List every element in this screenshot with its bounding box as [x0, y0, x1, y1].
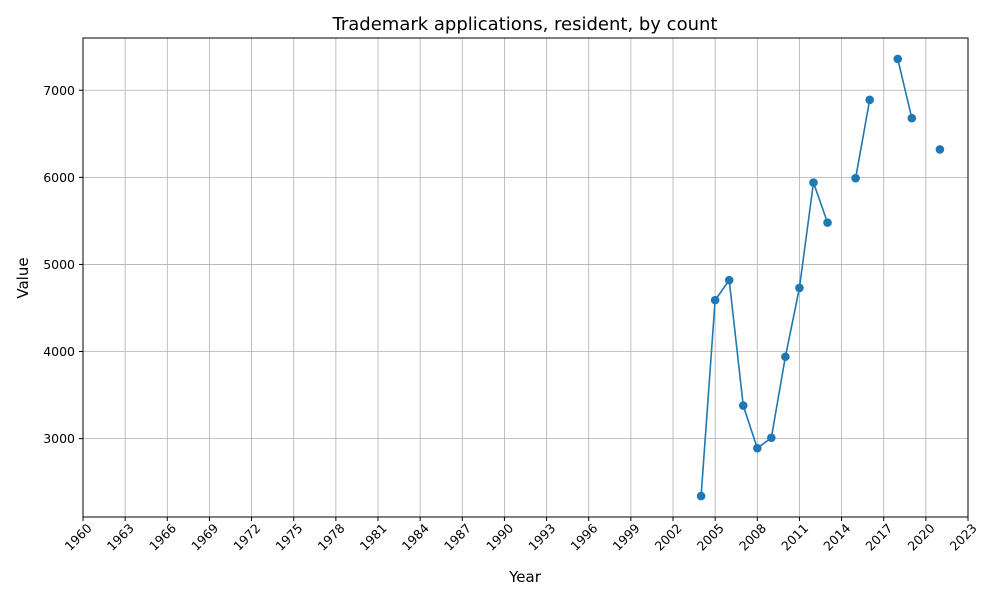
plot-frame: [82, 37, 969, 518]
data-point: [907, 113, 917, 123]
data-point: [752, 443, 762, 453]
x-tick-label: 2014: [820, 520, 853, 553]
x-axis-ticks: 1960 1963 1966 1969 1972 1975 1978 1981 1984 1987…: [62, 517, 980, 554]
data-point: [767, 433, 776, 443]
x-tick-label: 1996: [567, 520, 600, 553]
x-tick-label: 1966: [146, 520, 179, 553]
data-point: [865, 95, 874, 105]
x-tick-label: 2011: [778, 521, 811, 554]
data-point: [738, 401, 748, 410]
series-line-segment: [700, 182, 829, 497]
x-tick-label: 2008: [736, 520, 769, 553]
x-tick-label: 2023: [947, 521, 980, 554]
grid-lines: [82, 38, 969, 517]
y-tick-label: 4000: [43, 344, 75, 359]
data-point: [710, 295, 720, 305]
data-point: [935, 145, 945, 154]
data-point: [795, 283, 804, 293]
y-axis-label: Value: [14, 257, 32, 298]
data-point: [724, 275, 734, 285]
x-tick-label: 2002: [652, 521, 685, 554]
x-tick-label: 1975: [272, 521, 305, 554]
x-tick-label: 2017: [862, 521, 895, 554]
y-tick-label: 7000: [43, 83, 75, 98]
x-tick-label: 1999: [610, 520, 643, 553]
chart-title: Trademark applications, resident, by cou…: [332, 14, 718, 35]
x-tick-label: 1981: [357, 521, 390, 554]
series-layer: [696, 54, 945, 501]
x-tick-label: 2005: [694, 521, 727, 554]
x-tick-label: 1990: [483, 520, 516, 553]
y-tick-label: 3000: [43, 431, 75, 446]
data-point: [809, 178, 818, 187]
data-point: [696, 491, 706, 501]
x-tick-label: 1978: [315, 520, 348, 553]
x-tick-label: 1963: [104, 521, 137, 554]
x-tick-label: 1987: [441, 521, 474, 554]
data-point: [893, 54, 903, 64]
data-point: [823, 218, 832, 227]
y-axis-ticks: 3000 4000 5000 6000 7000: [43, 83, 83, 446]
series-line-segment: [854, 99, 871, 179]
x-tick-label: 1972: [230, 521, 263, 554]
data-point: [851, 173, 860, 183]
series-line-segment: [896, 58, 913, 119]
x-tick-label: 2020: [905, 520, 938, 553]
y-tick-label: 6000: [43, 170, 75, 185]
x-tick-label: 1984: [399, 520, 432, 553]
x-tick-label: 1993: [525, 521, 558, 554]
x-tick-label: 1969: [188, 520, 221, 553]
x-tick-label: 1960: [62, 520, 95, 553]
data-point: [781, 352, 790, 362]
y-tick-label: 5000: [43, 257, 75, 272]
x-axis-label: Year: [508, 568, 542, 586]
